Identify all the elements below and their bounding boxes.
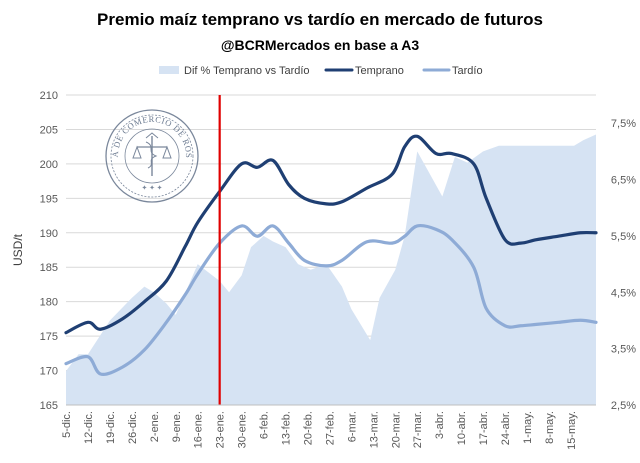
x-tick-label: 3-abr. <box>434 411 446 439</box>
x-tick-label: 13-mar. <box>368 411 380 448</box>
x-tick-label: 9-ene. <box>171 411 183 442</box>
y-tick-label: 205 <box>40 124 58 136</box>
y-axis-title: USD/t <box>11 233 25 266</box>
x-tick-label: 16-ene. <box>193 411 205 448</box>
x-tick-label: 30-ene. <box>237 411 249 448</box>
x-tick-label: 6-mar. <box>346 411 358 442</box>
x-tick-label: 24-abr. <box>500 411 512 445</box>
tardio-line <box>64 224 598 376</box>
y-tick-label: 190 <box>40 228 58 240</box>
x-tick-label: 10-abr. <box>456 411 468 445</box>
x-tick-label: 2-ene. <box>149 411 161 442</box>
legend-tardio-label: Tardío <box>452 65 483 77</box>
y-tick-label: 165 <box>40 400 58 412</box>
y-tick-label: 185 <box>40 262 58 274</box>
x-tick-label: 13-feb. <box>281 411 293 445</box>
x-tick-label: 20-feb. <box>302 411 314 445</box>
y-tick-label: 180 <box>40 297 58 309</box>
svg-text:✦ ✦ ✦: ✦ ✦ ✦ <box>141 184 162 192</box>
x-tick-label: 19-dic. <box>105 411 117 444</box>
bolsa-seal-logo: BOLSA DE COMERCIO DE ROSARIO ✦ ✦ ✦ <box>105 109 199 203</box>
x-tick-label: 5-dic. <box>61 411 73 438</box>
diff-area <box>66 134 596 406</box>
x-tick-label: 8-may. <box>544 411 556 444</box>
x-tick-label: 26-dic. <box>127 411 139 444</box>
y-tick-label: 200 <box>40 159 58 171</box>
axes-layer: 165 170 175 180 185 190 195 200 205 210 2,5% 3,5% 4,… <box>40 90 637 450</box>
y2-tick-label: 2,5% <box>611 400 636 412</box>
diff-area-layer <box>66 134 596 406</box>
y-tick-label: 175 <box>40 331 58 343</box>
y2-tick-label: 5,5% <box>611 231 636 243</box>
series-lines-layer <box>64 134 598 376</box>
legend-diff-swatch <box>159 66 179 74</box>
y2-tick-label: 4,5% <box>611 287 636 299</box>
chart-subtitle: @BCRMercados en base a A3 <box>221 37 420 53</box>
legend-diff-label: Dif % Temprano vs Tardío <box>184 65 310 77</box>
legend-temprano-label: Temprano <box>355 65 404 77</box>
x-tick-label: 17-abr. <box>478 411 490 445</box>
x-tick-label: 12-dic. <box>83 411 95 444</box>
x-tick-label: 23-ene. <box>215 411 227 448</box>
x-tick-label: 27-feb. <box>324 411 336 445</box>
y-tick-label: 195 <box>40 193 58 205</box>
x-tick-label: 6-feb. <box>259 411 271 439</box>
y2-tick-label: 3,5% <box>611 344 636 356</box>
x-tick-label: 20-mar. <box>390 411 402 448</box>
y-tick-label: 210 <box>40 90 58 102</box>
legend: Dif % Temprano vs Tardío Temprano Tardío <box>159 65 483 77</box>
y-tick-label: 170 <box>40 366 58 378</box>
x-tick-label: 27-mar. <box>412 411 424 448</box>
y2-tick-label: 7,5% <box>611 118 636 130</box>
x-tick-label: 15-may. <box>566 411 578 450</box>
y2-tick-label: 6,5% <box>611 175 636 187</box>
temprano-line <box>64 134 598 335</box>
x-tick-label: 1-may. <box>522 411 534 444</box>
chart-title: Premio maíz temprano vs tardío en mercad… <box>97 10 543 29</box>
